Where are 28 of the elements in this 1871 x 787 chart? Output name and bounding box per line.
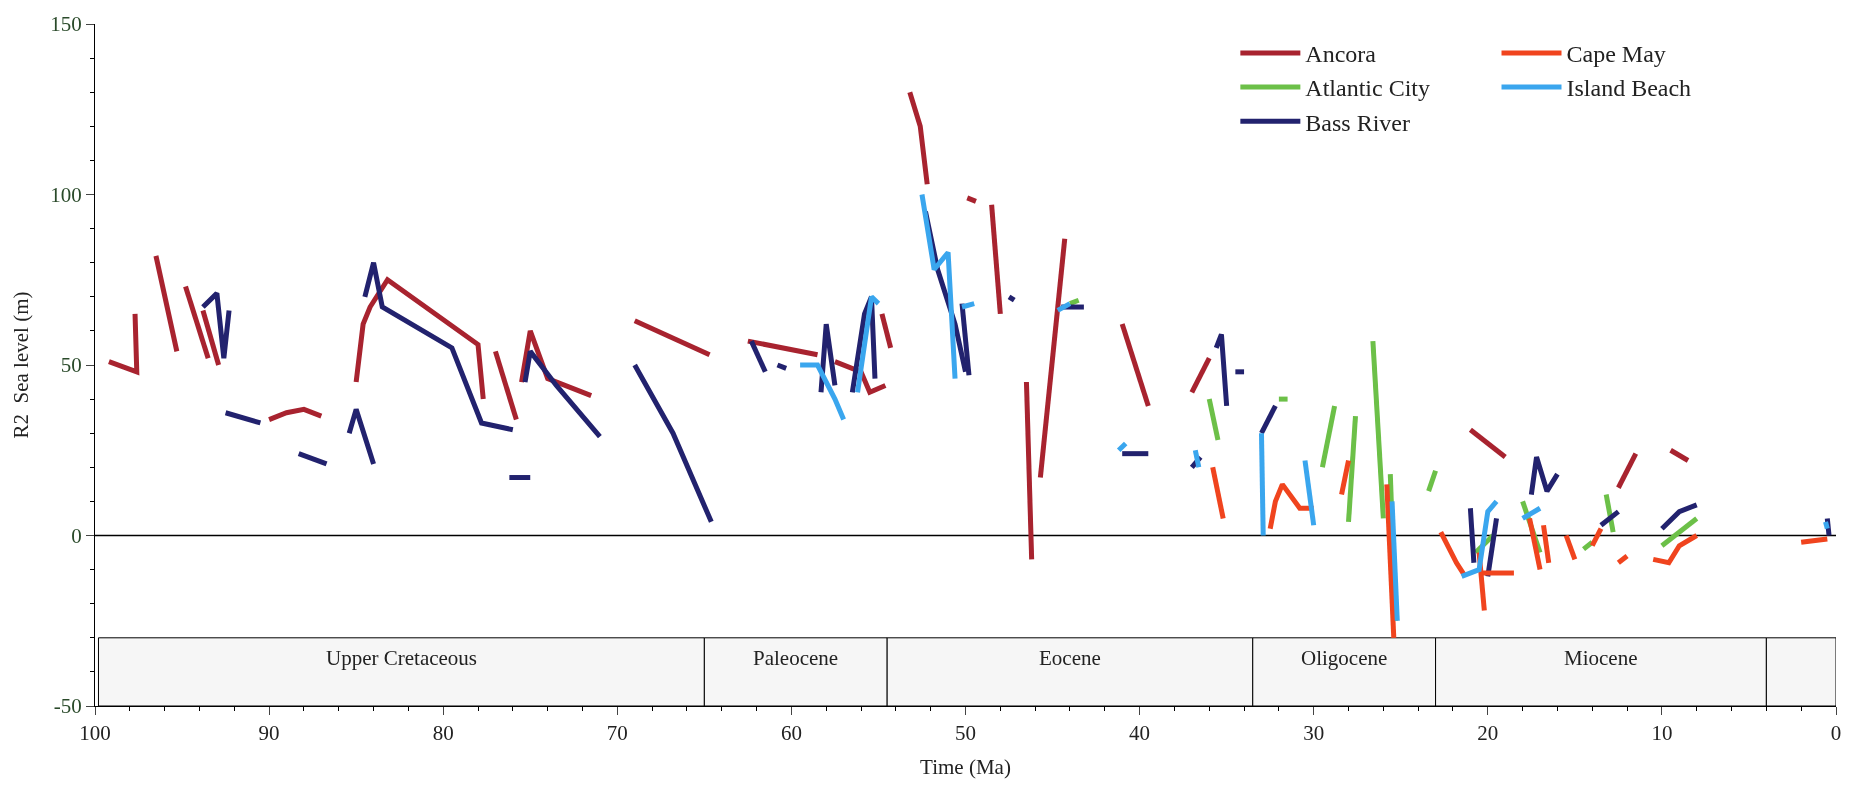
y-tick-label: 100 <box>50 182 82 207</box>
legend-label: Cape May <box>1566 41 1666 68</box>
x-tick-label: 90 <box>258 721 280 746</box>
x-tick-label: 20 <box>1477 721 1499 746</box>
legend-label: Bass River <box>1305 109 1411 136</box>
x-tick-label: 80 <box>432 721 454 746</box>
y-tick-label: 0 <box>71 523 82 548</box>
band-label: Miocene <box>1564 646 1638 670</box>
x-tick-label: 10 <box>1651 721 1673 746</box>
x-tick-label: 70 <box>606 721 628 746</box>
x-tick-label: 100 <box>79 721 111 746</box>
x-tick-label: 40 <box>1129 721 1151 746</box>
legend-label: Island Beach <box>1566 75 1692 102</box>
y-tick-label: 150 <box>50 12 82 37</box>
legend-label: Ancora <box>1305 41 1377 68</box>
band-label: Paleocene <box>753 646 839 670</box>
x-tick-label: 50 <box>955 721 976 746</box>
y-tick-label: -50 <box>53 694 82 719</box>
y-tick-label: 50 <box>60 353 82 378</box>
band-label: Oligocene <box>1301 646 1388 670</box>
y-axis-title: R2 Sea level (m) <box>9 291 34 439</box>
x-axis-title: Time (Ma) <box>920 755 1011 780</box>
x-tick-label: 60 <box>780 721 802 746</box>
band-label: Upper Cretaceous <box>326 646 478 670</box>
x-tick-label: 0 <box>1830 721 1842 746</box>
band-label: Eocene <box>1039 646 1101 670</box>
x-tick-label: 30 <box>1303 721 1325 746</box>
legend-label: Atlantic City <box>1305 75 1431 102</box>
